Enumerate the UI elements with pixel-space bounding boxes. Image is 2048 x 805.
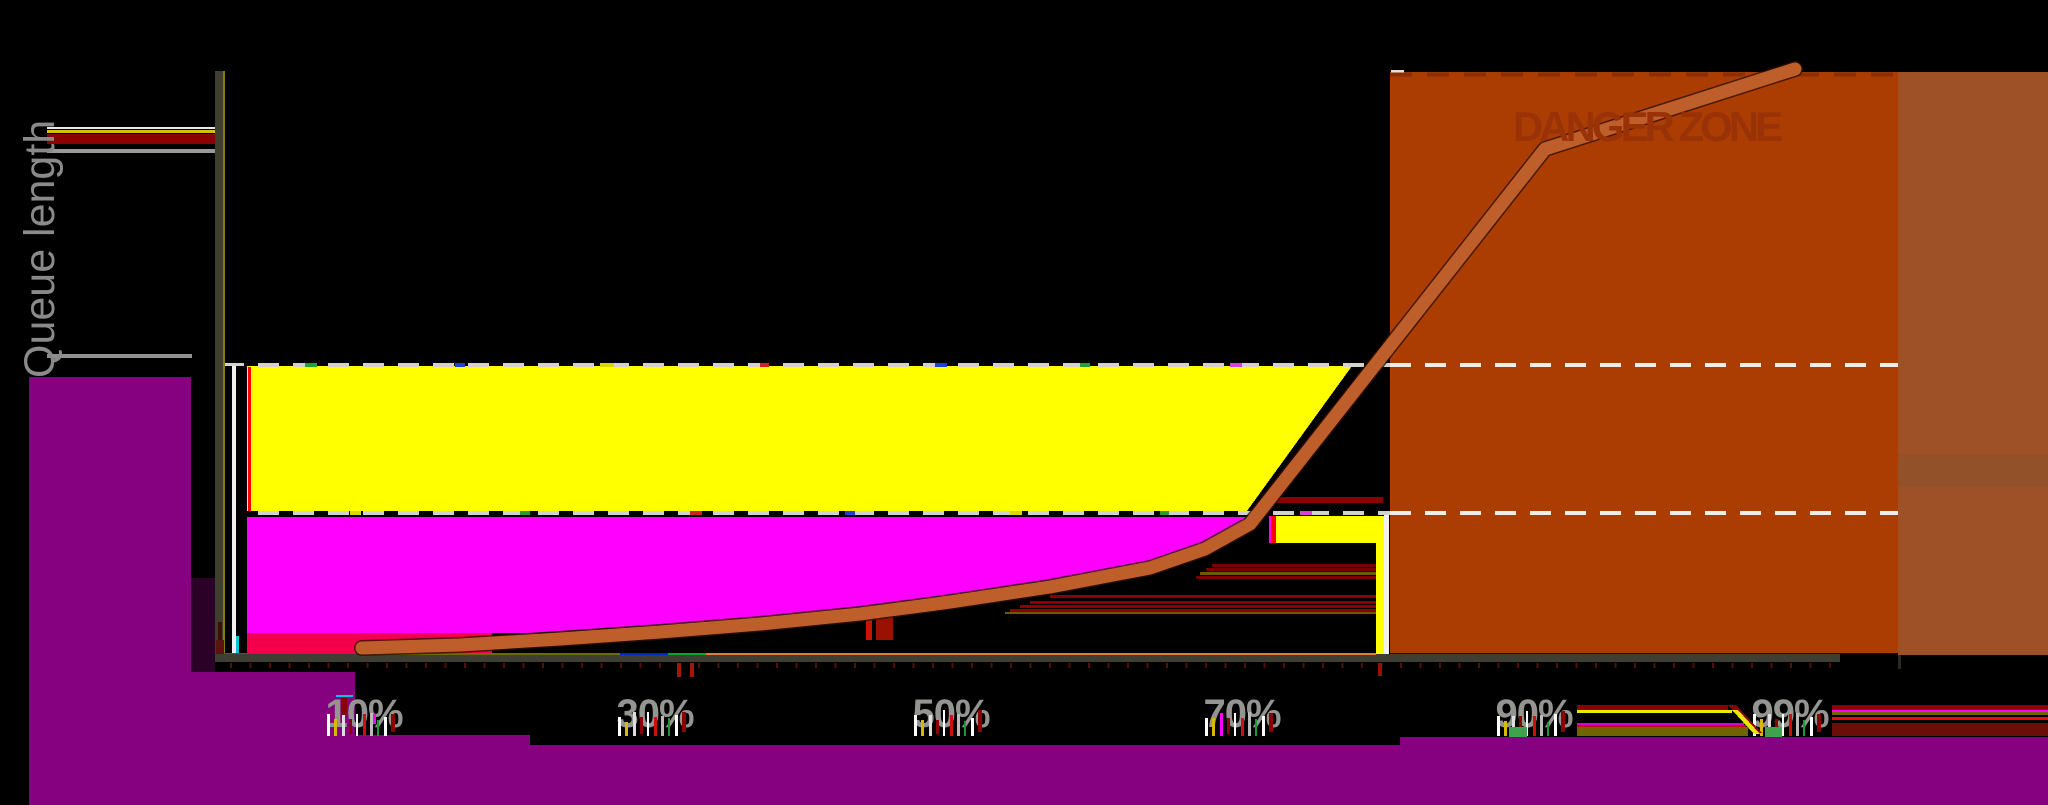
svg-text:DANGER ZONE: DANGER ZONE bbox=[1513, 103, 1782, 150]
svg-text:Queue length: Queue length bbox=[16, 120, 64, 378]
